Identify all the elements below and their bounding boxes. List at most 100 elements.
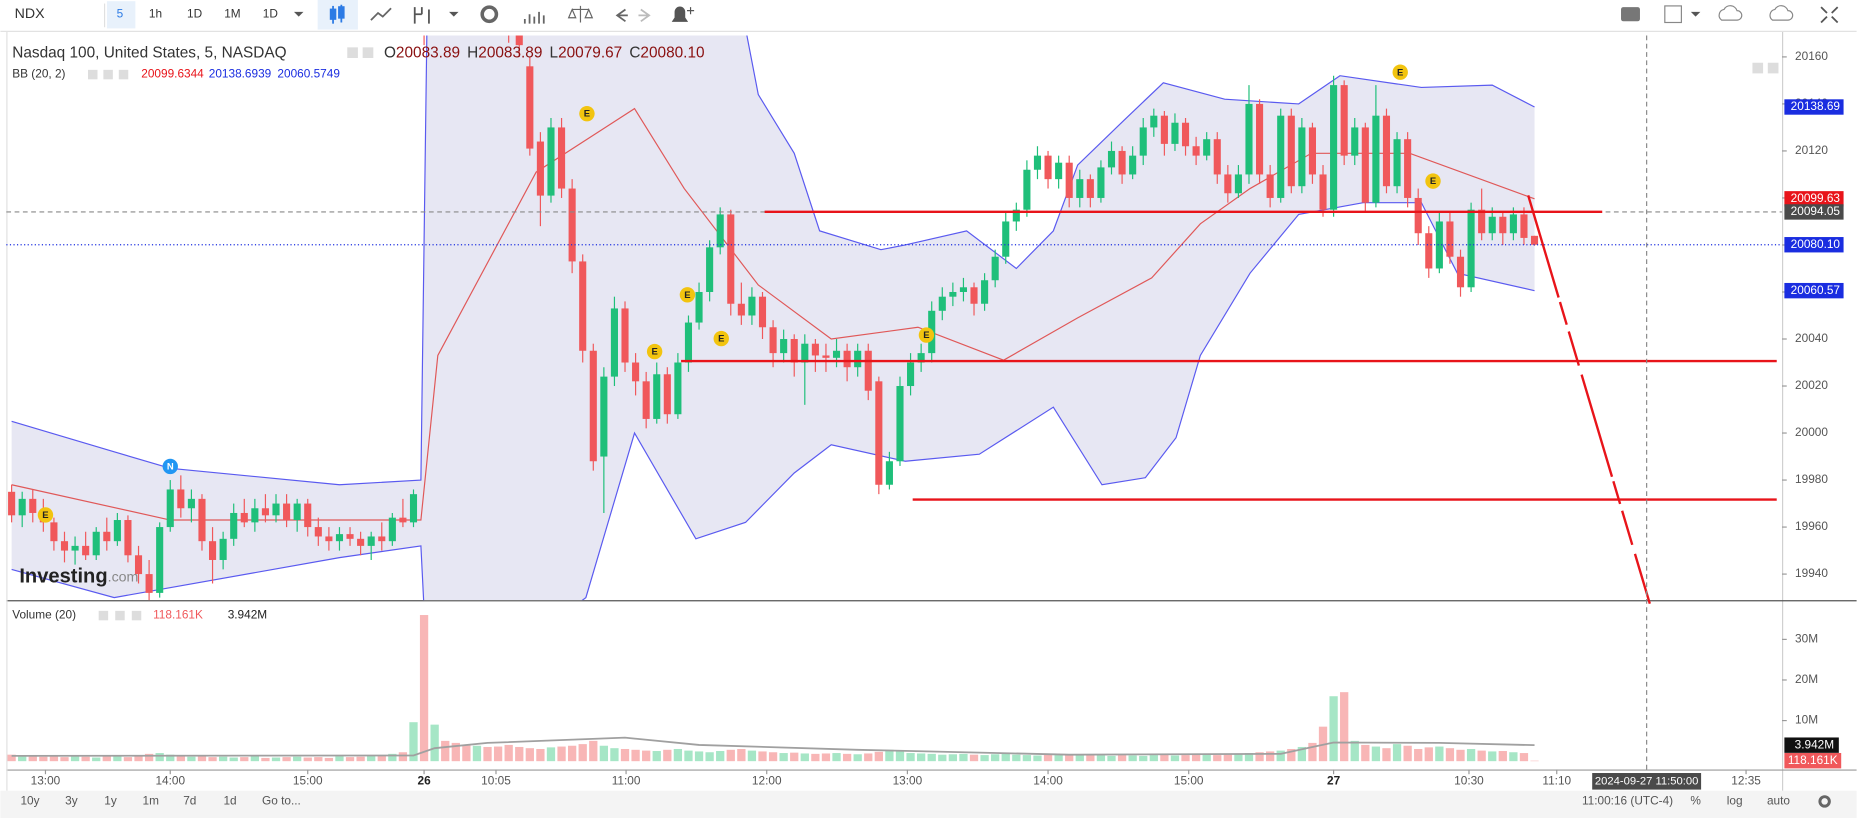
legend-icon[interactable] bbox=[88, 69, 98, 80]
legend-icon[interactable] bbox=[98, 610, 109, 621]
cloud-save-icon[interactable] bbox=[1769, 5, 1794, 21]
volume-bar bbox=[419, 615, 429, 762]
candle-body bbox=[1256, 103, 1264, 175]
range-button[interactable]: 7d bbox=[183, 794, 196, 808]
x-tick-label: 12:35 bbox=[1731, 773, 1761, 787]
screenshot-icon[interactable] bbox=[1621, 7, 1640, 22]
y-tick-label: 20160 bbox=[1795, 49, 1828, 63]
interval-dropdown[interactable] bbox=[293, 11, 304, 17]
draw-icon[interactable] bbox=[413, 7, 430, 24]
cloud-load-icon[interactable] bbox=[1718, 5, 1743, 21]
candle-body bbox=[71, 545, 79, 551]
event-marker[interactable] bbox=[162, 458, 178, 475]
line-icon[interactable] bbox=[370, 7, 392, 21]
candle-body bbox=[1382, 115, 1391, 187]
layout-dropdown[interactable] bbox=[1690, 11, 1701, 17]
candle-body bbox=[1435, 221, 1443, 269]
candle-body bbox=[1530, 235, 1539, 245]
legend-icon[interactable] bbox=[131, 610, 142, 621]
candle-body bbox=[1139, 127, 1147, 156]
candle-body bbox=[780, 339, 788, 354]
go-to-button[interactable]: Go to... bbox=[262, 794, 301, 808]
layout-icon[interactable] bbox=[1664, 5, 1682, 24]
volume-bar bbox=[1012, 754, 1021, 762]
symbol[interactable]: NDX bbox=[15, 6, 45, 22]
indicators-icon[interactable] bbox=[523, 11, 545, 24]
candle-body bbox=[610, 308, 618, 377]
candle-body bbox=[1393, 139, 1401, 187]
candles-layer bbox=[8, 35, 1539, 601]
redo-icon[interactable] bbox=[638, 8, 651, 23]
fullscreen-icon[interactable] bbox=[1820, 6, 1839, 24]
volume-bar bbox=[927, 753, 936, 762]
candle-body bbox=[1012, 209, 1020, 222]
y-tick-label: 20000 bbox=[1795, 425, 1828, 439]
interval-button[interactable]: 1h bbox=[149, 6, 162, 20]
volume-bar bbox=[504, 744, 513, 762]
price-label: 20094.05 bbox=[1791, 204, 1841, 218]
event-marker[interactable] bbox=[37, 507, 54, 523]
x-tick-label: 15:00 bbox=[1174, 773, 1204, 787]
candle-body bbox=[82, 545, 90, 556]
volume-bar bbox=[409, 722, 418, 762]
candle-body bbox=[684, 322, 693, 363]
event-marker[interactable] bbox=[1392, 64, 1408, 80]
interval-button[interactable]: 1D bbox=[263, 6, 278, 20]
undo-icon[interactable] bbox=[615, 8, 628, 23]
legend-icon[interactable] bbox=[115, 610, 125, 621]
range-button[interactable]: 1d bbox=[223, 794, 236, 808]
interval-button[interactable]: 1D bbox=[187, 6, 202, 20]
bb-legend-name: BB (20, 2) bbox=[12, 67, 65, 81]
volume-bar bbox=[493, 746, 503, 762]
volume-bar bbox=[282, 757, 291, 762]
volume-bar bbox=[1202, 754, 1211, 762]
alert-icon[interactable] bbox=[671, 6, 695, 22]
candle-body bbox=[1425, 233, 1433, 269]
price-label-bg bbox=[1784, 191, 1844, 207]
pane-button[interactable] bbox=[1767, 62, 1779, 74]
event-marker[interactable] bbox=[1425, 173, 1441, 189]
percent-toggle[interactable]: % bbox=[1690, 794, 1701, 808]
candle-body bbox=[981, 280, 989, 304]
log-toggle[interactable]: log bbox=[1727, 794, 1743, 808]
candles-icon[interactable] bbox=[329, 4, 345, 24]
y-tick-label: 20020 bbox=[1795, 378, 1828, 392]
volume-bar bbox=[673, 748, 683, 762]
range-button[interactable]: 3y bbox=[65, 794, 78, 808]
volume-bar bbox=[1117, 755, 1127, 762]
event-marker[interactable] bbox=[579, 105, 595, 122]
legend-icon[interactable] bbox=[103, 69, 113, 80]
event-marker[interactable] bbox=[918, 327, 935, 343]
legend-icon[interactable] bbox=[347, 47, 358, 59]
volume-bar bbox=[821, 753, 831, 762]
range-button[interactable]: 10y bbox=[20, 794, 39, 808]
event-marker[interactable] bbox=[646, 343, 663, 360]
range-button[interactable]: 1y bbox=[104, 794, 117, 808]
volume-bar bbox=[948, 754, 958, 762]
candle-body bbox=[854, 350, 862, 368]
volume-bar bbox=[28, 755, 37, 762]
event-marker[interactable] bbox=[713, 330, 729, 347]
settings-icon[interactable] bbox=[480, 5, 499, 24]
interval-button[interactable]: 1M bbox=[224, 6, 240, 20]
volume-bar bbox=[345, 757, 355, 762]
crosshair-label-bg bbox=[1592, 773, 1702, 790]
legend-icon[interactable] bbox=[362, 47, 374, 59]
candle-body bbox=[1150, 115, 1158, 128]
legend-icon[interactable] bbox=[118, 69, 129, 80]
candle-body bbox=[1245, 103, 1253, 175]
compare-icon[interactable] bbox=[567, 5, 594, 23]
settings-icon[interactable] bbox=[1818, 795, 1831, 808]
candle-body bbox=[674, 362, 682, 415]
event-label: E bbox=[42, 510, 48, 521]
draw-dropdown[interactable] bbox=[449, 11, 459, 17]
range-button[interactable]: 1m bbox=[143, 794, 160, 808]
volume-bar bbox=[1340, 692, 1349, 762]
candle-body bbox=[1171, 122, 1179, 144]
pane-button[interactable] bbox=[1752, 62, 1764, 74]
auto-toggle[interactable]: auto bbox=[1767, 794, 1790, 808]
event-marker[interactable] bbox=[679, 287, 696, 303]
candle-body bbox=[885, 461, 893, 485]
volume-bar bbox=[430, 724, 439, 762]
interval-button[interactable]: 5 bbox=[117, 6, 124, 20]
